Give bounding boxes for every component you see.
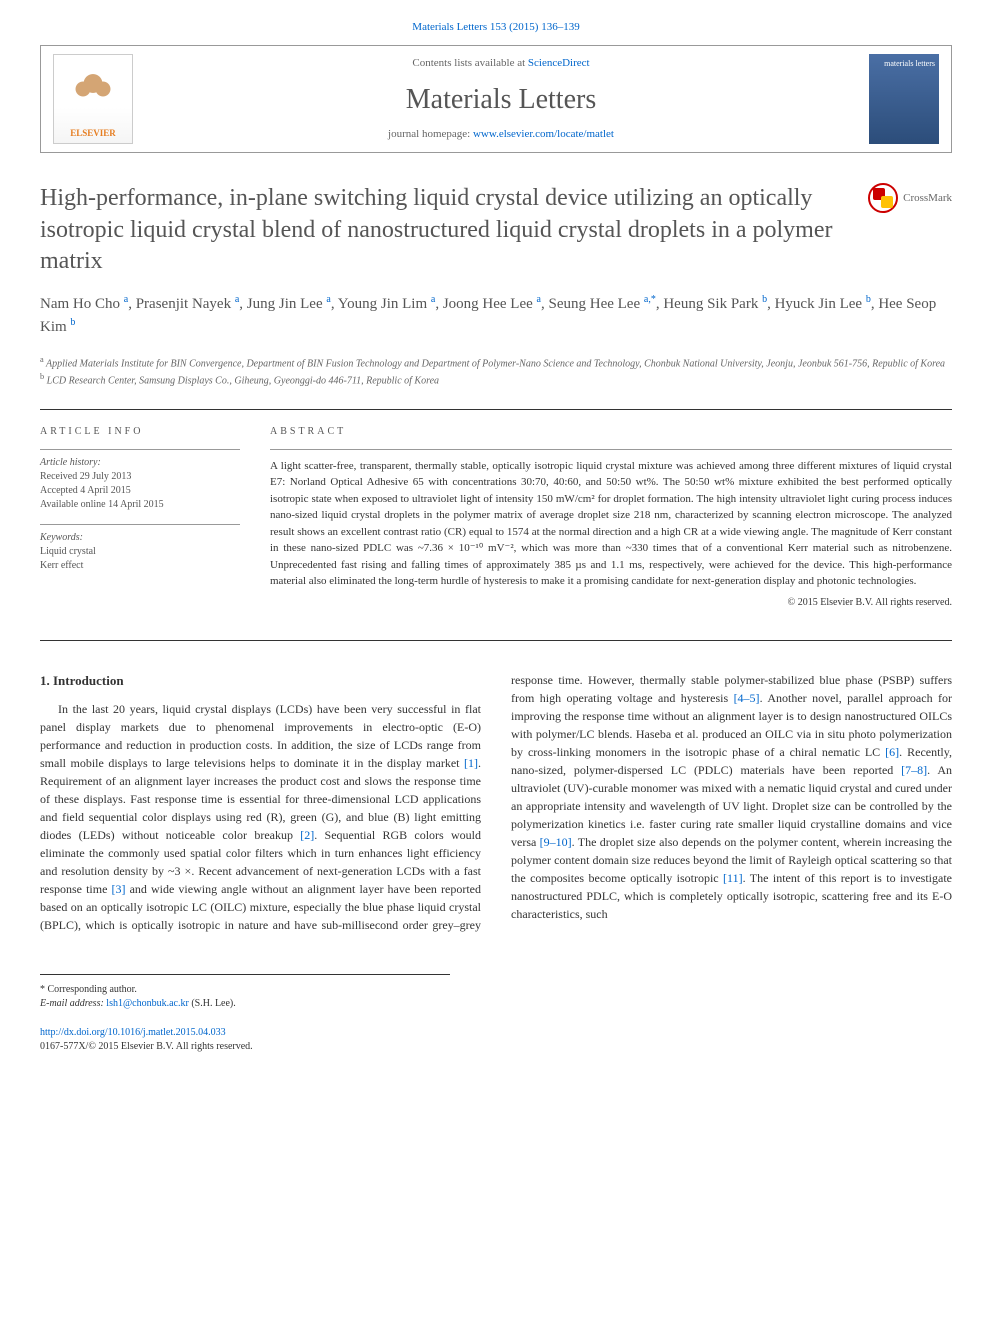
keywords: Keywords: Liquid crystal Kerr effect (40, 524, 240, 573)
affiliations: a Applied Materials Institute for BIN Co… (40, 354, 952, 389)
article-info-sidebar: ARTICLE INFO Article history: Received 2… (40, 425, 240, 610)
article-info-heading: ARTICLE INFO (40, 425, 240, 439)
journal-header-box: ELSEVIER Contents lists available at Sci… (40, 45, 952, 153)
citation-link[interactable]: [6] (885, 745, 899, 759)
citation-link[interactable]: [9–10] (540, 835, 572, 849)
header-center: Contents lists available at ScienceDirec… (133, 56, 869, 142)
divider (40, 409, 952, 410)
citation-link[interactable]: [11] (723, 871, 743, 885)
info-abstract-row: ARTICLE INFO Article history: Received 2… (40, 425, 952, 610)
crossmark-badge[interactable]: CrossMark (868, 183, 952, 213)
doi-footer: http://dx.doi.org/10.1016/j.matlet.2015.… (40, 1026, 952, 1054)
crossmark-icon (868, 183, 898, 213)
citation-link[interactable]: [3] (112, 882, 126, 896)
body-text: 1. Introduction In the last 20 years, li… (40, 671, 952, 935)
elsevier-logo[interactable]: ELSEVIER (53, 54, 133, 144)
homepage-link[interactable]: www.elsevier.com/locate/matlet (473, 128, 614, 140)
corresponding-author-footer: * Corresponding author. E-mail address: … (40, 974, 450, 1011)
email-link[interactable]: lsh1@chonbuk.ac.kr (106, 998, 189, 1009)
citation-link[interactable]: [2] (300, 828, 314, 842)
divider (40, 640, 952, 641)
citation-link[interactable]: [7–8] (901, 763, 927, 777)
contents-line: Contents lists available at ScienceDirec… (133, 56, 869, 71)
abstract-copyright: © 2015 Elsevier B.V. All rights reserved… (270, 596, 952, 610)
affiliation-a: a Applied Materials Institute for BIN Co… (40, 354, 952, 371)
corresponding-label: * Corresponding author. (40, 983, 450, 997)
intro-heading: 1. Introduction (40, 671, 481, 691)
abstract-text: A light scatter-free, transparent, therm… (270, 449, 952, 590)
authors-list: Nam Ho Cho a, Prasenjit Nayek a, Jung Ji… (40, 292, 952, 339)
journal-cover-thumbnail[interactable]: materials letters (869, 54, 939, 144)
elsevier-tree-icon (68, 67, 118, 122)
article-history: Article history: Received 29 July 2013 A… (40, 449, 240, 512)
abstract-heading: ABSTRACT (270, 425, 952, 439)
affiliation-b: b LCD Research Center, Samsung Displays … (40, 371, 952, 388)
abstract-section: ABSTRACT A light scatter-free, transpare… (270, 425, 952, 610)
homepage-line: journal homepage: www.elsevier.com/locat… (133, 127, 869, 142)
title-row: High-performance, in-plane switching liq… (40, 183, 952, 277)
email-line: E-mail address: lsh1@chonbuk.ac.kr (S.H.… (40, 997, 450, 1011)
citation-link[interactable]: [1] (464, 756, 478, 770)
doi-link[interactable]: http://dx.doi.org/10.1016/j.matlet.2015.… (40, 1027, 226, 1038)
citation-link[interactable]: [4–5] (734, 691, 760, 705)
journal-citation-header[interactable]: Materials Letters 153 (2015) 136–139 (40, 20, 952, 35)
elsevier-label: ELSEVIER (70, 127, 116, 140)
sciencedirect-link[interactable]: ScienceDirect (528, 57, 590, 69)
intro-paragraph: In the last 20 years, liquid crystal dis… (40, 671, 952, 935)
article-title: High-performance, in-plane switching liq… (40, 183, 848, 277)
issn-copyright: 0167-577X/© 2015 Elsevier B.V. All right… (40, 1040, 952, 1054)
journal-name: Materials Letters (133, 80, 869, 119)
